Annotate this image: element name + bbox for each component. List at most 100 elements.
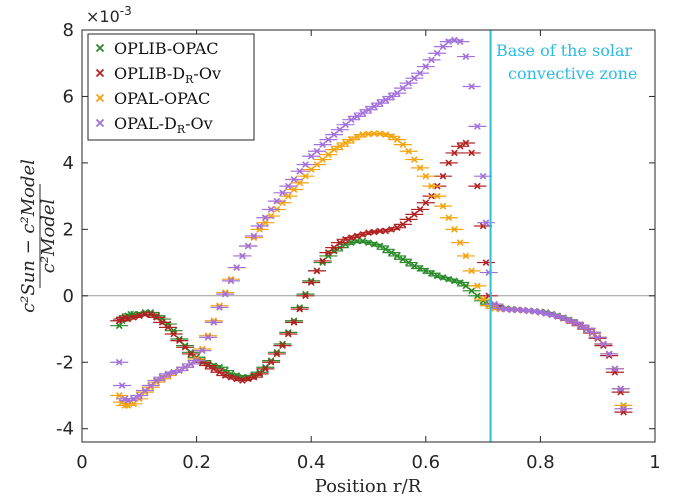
data-point [273,342,292,350]
x-tick-label: 0.6 [411,452,440,473]
data-point [474,172,493,180]
data-point [451,239,470,247]
data-point [462,287,481,295]
data-point [204,319,223,326]
data-point [468,182,487,190]
data-point [296,161,315,168]
data-point [393,84,412,92]
marker [482,259,490,266]
data-point [405,74,424,82]
data-point [124,395,143,403]
data-point [393,141,412,148]
marker [428,269,435,277]
data-point [393,221,412,228]
marker [600,340,607,348]
marker [405,79,412,87]
marker [496,305,504,312]
marker [433,192,441,200]
marker [216,304,223,311]
marker [336,142,344,150]
marker [416,69,424,77]
data-point [262,358,281,366]
marker [296,179,304,187]
data-point [210,304,229,311]
y-multiplier: ×10-3 [86,4,132,26]
legend-box [87,33,255,141]
marker [302,172,309,180]
legend-entry: OPAL-DR-Ov [95,114,213,136]
marker [370,103,378,110]
data-point [565,319,584,326]
data-point [124,400,143,408]
marker [147,310,155,318]
marker [468,149,476,157]
marker [261,214,269,222]
marker [531,308,539,315]
data-point [110,358,129,366]
data-point [239,242,258,250]
data-point [588,333,607,341]
data-point [279,192,298,200]
marker [474,292,481,300]
marker [336,126,344,134]
data-point [405,262,424,270]
marker [410,156,418,163]
data-point [153,373,172,381]
marker [135,392,143,399]
data-point [485,300,504,308]
data-point [130,392,149,399]
y-axis-label-denominator: c²Model [38,199,59,274]
marker [393,252,401,260]
marker [359,109,367,117]
marker [456,38,464,45]
data-point [285,186,304,193]
marker [296,305,304,313]
y-tick-label: -2 [56,352,74,373]
data-point [147,314,166,321]
data-point [210,368,229,376]
marker [428,56,435,64]
marker [313,147,321,155]
marker [130,400,137,408]
marker [422,63,430,70]
marker [388,249,395,256]
annotation-line-2: convective zone [508,64,637,83]
data-point [474,295,493,303]
marker [284,182,292,190]
data-point [302,152,321,160]
annotation: Base of the solar convective zone [496,41,637,83]
marker [181,363,189,371]
plot-frame [81,29,656,443]
marker [462,282,470,290]
marker [445,214,453,222]
data-point [405,156,424,163]
data-point [600,350,619,358]
marker [620,405,627,413]
marker [250,232,258,240]
marker [479,172,487,180]
data-point [462,83,481,90]
marker [176,337,183,345]
data-point [267,350,286,358]
marker [502,305,510,313]
data-point [164,330,183,338]
marker [342,121,349,129]
legend-label: OPAL-OPAC [114,89,210,108]
legend-entry: OPLIB-DR-Ov [95,64,221,86]
marker [176,367,183,374]
marker [118,382,126,389]
marker [405,147,412,155]
marker [267,206,275,213]
marker [147,382,155,389]
data-point [422,56,441,64]
data-point [313,141,332,148]
marker [164,324,172,331]
y-tick-label: -4 [56,419,74,440]
legend-marker [95,68,105,78]
marker [347,136,355,144]
data-point [325,131,344,139]
y-axis-label: c²Sun − c²Model c²Model [18,159,59,313]
marker [456,142,464,150]
data-point [439,159,458,167]
